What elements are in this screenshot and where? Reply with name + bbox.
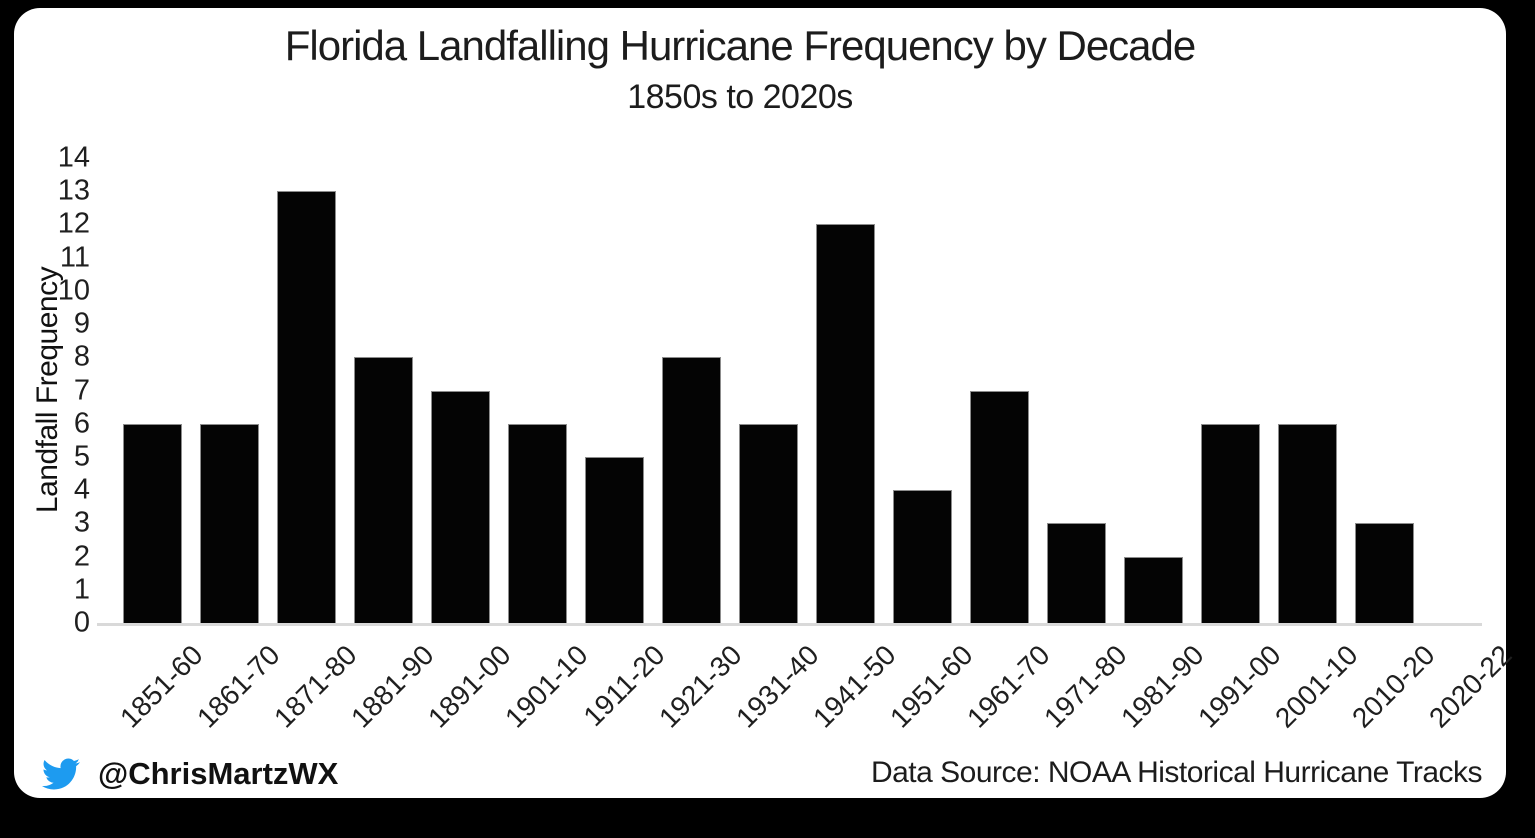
x-tick-slot: 1941-50: [807, 623, 902, 738]
bar-1911-20: [584, 456, 645, 623]
twitter-bird-icon: [42, 758, 80, 790]
y-tick-label-0: 0: [73, 606, 90, 639]
bars-row: [114, 158, 1500, 623]
bar-1861-70: [199, 423, 260, 623]
x-tick-slot: 1971-80: [1038, 623, 1133, 738]
chart-card: Florida Landfalling Hurricane Frequency …: [14, 8, 1518, 800]
x-tick-slot: 1921-30: [653, 623, 748, 738]
bar-slot: [191, 158, 268, 623]
bar-1991-00: [1200, 423, 1261, 623]
bar-1851-60: [122, 423, 183, 623]
x-tick-slot: 2020-22: [1423, 623, 1518, 738]
plot-area: 0 1 2 3 4 5 6 7 8 9 10 11 12 13 14 1851-60 1861-70 1871-…: [58, 142, 1518, 734]
bar-1961-70: [969, 390, 1030, 623]
x-tick-slot: 1851-60: [114, 623, 209, 738]
chart-subtitle: 1850s to 2020s: [627, 78, 853, 116]
x-tick-slot: 1871-80: [268, 623, 363, 738]
bar-1881-90: [353, 357, 414, 623]
y-tick-label-14: 14: [57, 141, 90, 174]
x-tick-slot: 1951-60: [884, 623, 979, 738]
x-tick-slot: 1931-40: [730, 623, 825, 738]
bar-1901-10: [507, 423, 568, 623]
x-tick-label-2020-22: 2020-22: [1422, 639, 1518, 734]
bar-1931-40: [738, 423, 799, 623]
x-tick-slot: 1991-00: [1192, 623, 1287, 738]
x-tick-slot: 1881-90: [345, 623, 440, 738]
bar-slot: [114, 158, 191, 623]
y-tick-label-10: 10: [57, 274, 90, 307]
bar-1891-00: [430, 390, 491, 623]
y-tick-label-11: 11: [59, 241, 90, 274]
x-tick-slot: 1891-00: [422, 623, 517, 738]
bar-slot: [807, 158, 884, 623]
bar-slot: [576, 158, 653, 623]
x-tick-slot: 2001-10: [1269, 623, 1364, 738]
x-axis-labels: 1851-60 1861-70 1871-80 1881-90 1891-00 1901-…: [114, 623, 1518, 738]
y-tick-label-4: 4: [73, 473, 90, 506]
x-tick-slot: 1861-70: [191, 623, 286, 738]
bar-slot: [1346, 158, 1423, 623]
bar-slot: [345, 158, 422, 623]
bar-slot: [730, 158, 807, 623]
x-tick-slot: 1961-70: [961, 623, 1056, 738]
y-tick-label-9: 9: [73, 307, 90, 340]
y-tick-label-2: 2: [73, 540, 90, 573]
bar-slot: [1269, 158, 1346, 623]
bar-1871-80: [276, 191, 337, 623]
twitter-bird-path: [42, 758, 80, 790]
twitter-attribution: @ChrisMartzWX: [38, 748, 338, 800]
y-tick-label-5: 5: [73, 440, 90, 473]
x-tick-slot: 2010-20: [1346, 623, 1441, 738]
x-tick-slot: 1981-90: [1115, 623, 1210, 738]
bar-slot: [1038, 158, 1115, 623]
y-tick-label-6: 6: [73, 407, 90, 440]
bar-slot: [884, 158, 961, 623]
bar-slot: [1423, 158, 1500, 623]
y-tick-label-13: 13: [57, 174, 90, 207]
bar-slot: [1192, 158, 1269, 623]
bar-slot: [268, 158, 345, 623]
y-tick-label-3: 3: [73, 506, 90, 539]
data-source-note: Data Source: NOAA Historical Hurricane T…: [870, 756, 1483, 789]
bar-2010-20: [1354, 523, 1415, 623]
bar-slot: [1115, 158, 1192, 623]
bar-slot: [499, 158, 576, 623]
twitter-handle: @ChrisMartzWX: [98, 756, 339, 791]
bar-1951-60: [892, 490, 953, 623]
bar-slot: [653, 158, 730, 623]
chart-title: Florida Landfalling Hurricane Frequency …: [284, 22, 1197, 69]
bar-1941-50: [815, 224, 876, 623]
bar-1971-80: [1046, 523, 1107, 623]
y-tick-label-8: 8: [73, 340, 90, 373]
y-tick-label-12: 12: [57, 207, 90, 240]
bar-2001-10: [1277, 423, 1338, 623]
x-tick-slot: 1911-20: [576, 623, 670, 738]
bar-1921-30: [661, 357, 722, 623]
bar-slot: [422, 158, 499, 623]
bar-1981-90: [1123, 556, 1184, 623]
bar-slot: [961, 158, 1038, 623]
x-tick-slot: 1901-10: [499, 623, 594, 738]
x-axis-line: [97, 623, 1482, 626]
y-tick-label-1: 1: [73, 573, 90, 606]
y-axis-ticks: 0 1 2 3 4 5 6 7 8 9 10 11 12 13 14: [58, 142, 1500, 639]
y-tick-label-7: 7: [73, 374, 90, 406]
